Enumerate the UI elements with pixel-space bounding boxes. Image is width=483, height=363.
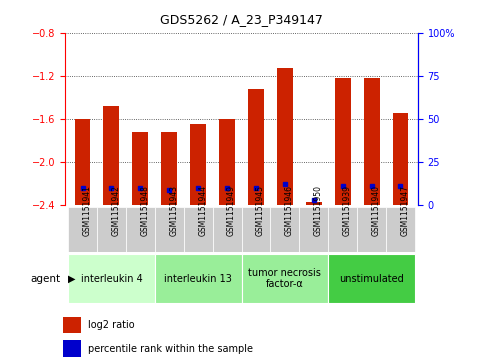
Text: GSM1151941: GSM1151941 [83,185,92,236]
Text: GSM1151944: GSM1151944 [198,185,207,236]
Text: GSM1151939: GSM1151939 [342,185,352,236]
Bar [219,119,235,205]
Bar [155,254,242,303]
Text: ▶: ▶ [68,274,75,284]
Bar [74,119,90,205]
Text: percentile rank within the sample: percentile rank within the sample [88,344,253,354]
Bar [386,207,415,252]
Text: GSM1151947: GSM1151947 [400,185,410,236]
Bar [335,78,351,205]
Bar [299,207,328,252]
Bar [126,207,155,252]
Bar [190,124,206,205]
Bar [277,68,293,205]
Text: GSM1151950: GSM1151950 [314,185,323,236]
Bar [393,114,409,205]
Bar [306,202,322,205]
Bar [328,207,357,252]
Bar [97,207,126,252]
Bar [63,340,81,357]
Text: GSM1151946: GSM1151946 [285,185,294,236]
Text: agent: agent [30,274,60,284]
Bar [213,207,242,252]
Text: GSM1151949: GSM1151949 [227,185,236,236]
Text: GSM1151940: GSM1151940 [371,185,381,236]
Text: interleukin 4: interleukin 4 [81,274,142,284]
Bar [68,207,97,252]
Text: GSM1151948: GSM1151948 [141,185,149,236]
Text: GDS5262 / A_23_P349147: GDS5262 / A_23_P349147 [160,13,323,26]
Text: GSM1151945: GSM1151945 [256,185,265,236]
Bar [328,254,415,303]
Bar [364,78,380,205]
Text: GSM1151942: GSM1151942 [112,185,120,236]
Bar [242,254,328,303]
Bar [103,106,119,205]
Bar [242,207,270,252]
Text: tumor necrosis
factor-α: tumor necrosis factor-α [248,268,321,289]
Text: GSM1151943: GSM1151943 [169,185,178,236]
Text: log2 ratio: log2 ratio [88,321,135,330]
Bar [63,317,81,333]
Bar [270,207,299,252]
Bar [161,132,177,205]
Bar [132,132,148,205]
Text: interleukin 13: interleukin 13 [164,274,232,284]
Bar [68,254,155,303]
Bar [357,207,386,252]
Bar [184,207,213,252]
Text: unstimulated: unstimulated [339,274,404,284]
Bar [155,207,184,252]
Bar [248,89,264,205]
